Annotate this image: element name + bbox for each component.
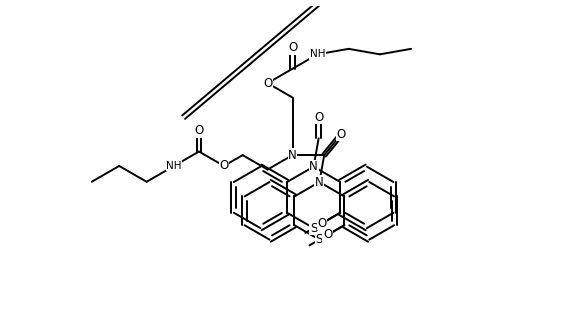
Text: O: O — [263, 77, 272, 90]
Text: O: O — [219, 159, 229, 172]
Text: O: O — [288, 41, 297, 54]
Text: S: S — [316, 233, 323, 246]
Text: O: O — [323, 228, 332, 241]
Text: NH: NH — [310, 49, 325, 59]
Text: N: N — [315, 176, 324, 189]
Text: NH: NH — [166, 161, 182, 171]
Text: S: S — [310, 222, 318, 235]
Text: O: O — [194, 124, 203, 137]
Text: O: O — [318, 217, 327, 230]
Text: O: O — [337, 127, 346, 140]
Text: N: N — [309, 160, 318, 173]
Text: O: O — [314, 111, 323, 124]
Text: N: N — [288, 149, 297, 162]
